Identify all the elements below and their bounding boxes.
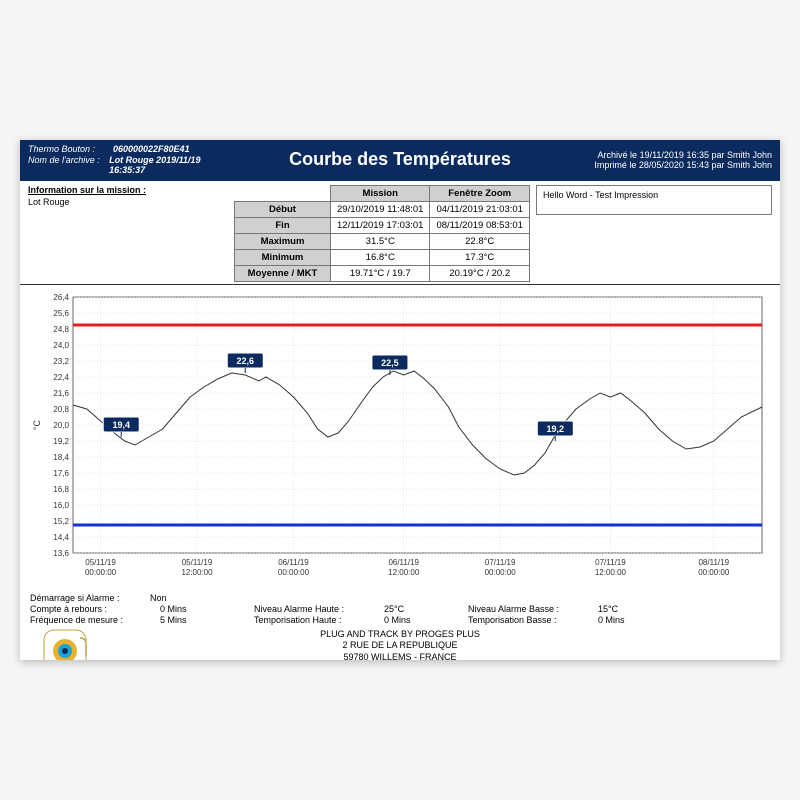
header-right: Archivé le 19/11/2019 16:35 par Smith Jo…: [567, 150, 772, 170]
table-row: Minimum16.8°C17.3°C: [235, 250, 530, 266]
svg-text:24,0: 24,0: [53, 341, 69, 350]
svg-text:15,2: 15,2: [53, 517, 69, 526]
thermo-value: 060000022F80E41: [113, 144, 190, 154]
svg-text:19,2: 19,2: [53, 437, 69, 446]
svg-text:00:00:00: 00:00:00: [85, 568, 117, 577]
footer-l1: PLUG AND TRACK BY PROGES PLUS: [20, 629, 780, 640]
svg-text:21,6: 21,6: [53, 389, 69, 398]
note-box: Hello Word - Test Impression: [536, 185, 772, 215]
col-mission: Mission: [331, 186, 430, 202]
svg-text:14,4: 14,4: [53, 533, 69, 542]
svg-text:20,0: 20,0: [53, 421, 69, 430]
svg-text:08/11/19: 08/11/19: [698, 558, 729, 567]
svg-text:22,4: 22,4: [53, 373, 69, 382]
svg-text:06/11/19: 06/11/19: [388, 558, 419, 567]
footer-l3: 59780 WILLEMS - FRANCE: [20, 652, 780, 661]
svg-text:18,4: 18,4: [53, 453, 69, 462]
svg-text:05/11/19: 05/11/19: [182, 558, 213, 567]
mission-table: Mission Fenêtre Zoom Début29/10/2019 11:…: [234, 185, 530, 282]
footer: PLUG AND TRACK BY PROGES PLUS 2 RUE DE L…: [20, 629, 780, 660]
svg-text:19,2: 19,2: [547, 424, 565, 434]
svg-text:00:00:00: 00:00:00: [485, 568, 517, 577]
archive-value: Lot Rouge 2019/11/19 16:35:37: [109, 155, 233, 175]
svg-text:12:00:00: 12:00:00: [595, 568, 627, 577]
thermo-label: Thermo Bouton :: [28, 144, 113, 154]
svg-text:23,2: 23,2: [53, 357, 69, 366]
svg-text:22,6: 22,6: [236, 356, 254, 366]
table-row: Moyenne / MKT19.71°C / 19.720.19°C / 20.…: [235, 266, 530, 282]
svg-text:06/11/19: 06/11/19: [278, 558, 309, 567]
svg-text:26,4: 26,4: [53, 293, 69, 302]
svg-text:17,6: 17,6: [53, 469, 69, 478]
col-zoom: Fenêtre Zoom: [430, 186, 529, 202]
svg-text:24,8: 24,8: [53, 325, 69, 334]
mission-heading: Information sur la mission :: [28, 185, 228, 195]
svg-text:07/11/19: 07/11/19: [595, 558, 626, 567]
temperature-chart: 13,6 14,4 15,2 16,0 16,8 17,6 18,4 19,2 20,0 20,8…: [28, 289, 772, 589]
svg-text:00:00:00: 00:00:00: [698, 568, 730, 577]
archive-label: Nom de l'archive :: [28, 155, 109, 175]
archived-line: Archivé le 19/11/2019 16:35 par Smith Jo…: [567, 150, 772, 160]
page-title: Courbe des Températures: [233, 149, 567, 170]
report-page: Thermo Bouton : 060000022F80E41 Nom de l…: [20, 140, 780, 660]
mission-info: Information sur la mission : Lot Rouge: [28, 185, 228, 282]
svg-text:13,6: 13,6: [53, 549, 69, 558]
svg-text:22,5: 22,5: [381, 358, 399, 368]
info-section: Information sur la mission : Lot Rouge M…: [20, 181, 780, 285]
svg-text:12:00:00: 12:00:00: [388, 568, 420, 577]
svg-text:20,8: 20,8: [53, 405, 69, 414]
table-row: Fin12/11/2019 17:03:0108/11/2019 08:53:0…: [235, 218, 530, 234]
svg-text:00:00:00: 00:00:00: [278, 568, 310, 577]
bottom-info: Démarrage si Alarme :Non Compte à rebour…: [20, 589, 780, 625]
logo-icon: [40, 626, 90, 660]
svg-text:07/11/19: 07/11/19: [485, 558, 516, 567]
svg-text:°C: °C: [32, 419, 42, 430]
printed-line: Imprimé le 28/05/2020 15:43 par Smith Jo…: [567, 160, 772, 170]
table-row: Début29/10/2019 11:48:0104/11/2019 21:03…: [235, 202, 530, 218]
svg-text:12:00:00: 12:00:00: [181, 568, 213, 577]
table-row: Maximum31.5°C22.8°C: [235, 234, 530, 250]
header-left: Thermo Bouton : 060000022F80E41 Nom de l…: [28, 143, 233, 176]
svg-text:05/11/19: 05/11/19: [85, 558, 116, 567]
mission-subtitle: Lot Rouge: [28, 197, 228, 207]
svg-text:25,6: 25,6: [53, 309, 69, 318]
svg-text:16,8: 16,8: [53, 485, 69, 494]
svg-text:19,4: 19,4: [112, 420, 130, 430]
footer-l2: 2 RUE DE LA REPUBLIQUE: [20, 640, 780, 651]
chart-svg: 13,6 14,4 15,2 16,0 16,8 17,6 18,4 19,2 20,0 20,8…: [28, 289, 772, 589]
svg-text:16,0: 16,0: [53, 501, 69, 510]
header-bar: Thermo Bouton : 060000022F80E41 Nom de l…: [20, 140, 780, 181]
